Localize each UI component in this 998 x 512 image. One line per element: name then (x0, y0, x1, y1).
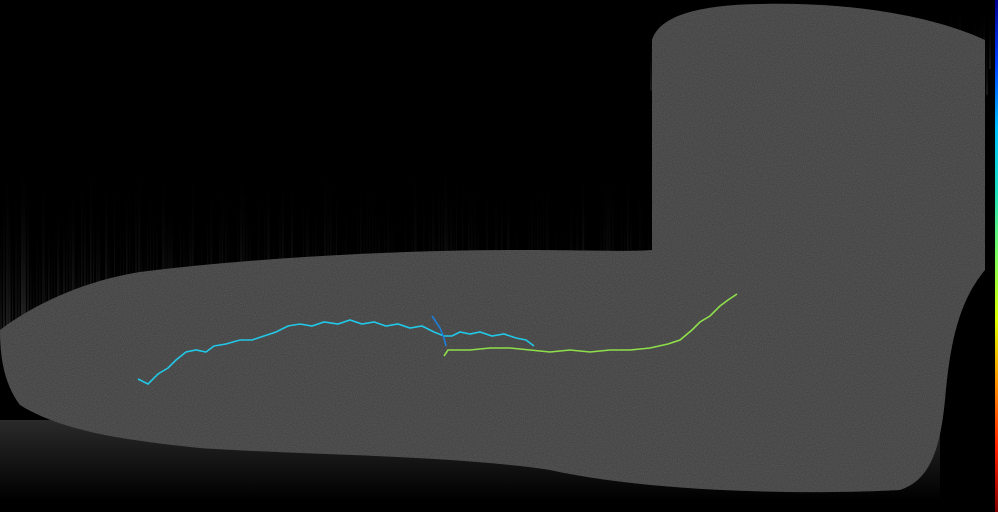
streak (153, 183, 155, 340)
neuron-trace[interactable] (137, 293, 738, 385)
streak (12, 222, 14, 340)
streak (627, 150, 629, 340)
streak (0, 203, 3, 340)
streak (135, 161, 137, 340)
streak (126, 175, 128, 340)
streak (330, 159, 332, 340)
streak (171, 195, 173, 340)
trace-segment-cyan[interactable] (137, 319, 535, 385)
streak (27, 170, 29, 340)
streak (81, 152, 83, 340)
streak (66, 199, 68, 340)
streak (138, 150, 141, 340)
streak (258, 159, 260, 340)
streak (369, 165, 371, 340)
streak (69, 176, 72, 340)
streak (986, 34, 988, 95)
streak (222, 159, 224, 340)
streak (210, 175, 213, 340)
streak (93, 198, 95, 340)
streak (639, 157, 641, 340)
streak (243, 153, 246, 340)
trace-segment-blue[interactable] (431, 315, 447, 347)
trace-segment-green[interactable] (443, 293, 738, 357)
streak (78, 232, 81, 340)
streak (51, 221, 53, 340)
streak (45, 247, 47, 340)
streak (282, 163, 284, 340)
streak (36, 210, 38, 340)
streak (3, 176, 5, 340)
streak (327, 150, 330, 340)
streak (609, 150, 611, 340)
streak (42, 158, 45, 340)
streak (123, 203, 125, 340)
streak (324, 150, 326, 340)
streak (162, 163, 165, 340)
streak (237, 174, 239, 340)
streak (54, 199, 56, 340)
streak (462, 151, 464, 340)
streak (989, 8, 991, 69)
streak (84, 173, 86, 340)
streak (6, 158, 9, 340)
streak (225, 177, 227, 340)
streak (360, 156, 362, 340)
streak (156, 198, 158, 340)
streak (336, 168, 338, 340)
streak (9, 195, 11, 340)
streak (18, 211, 20, 340)
streak (240, 163, 243, 340)
tissue-texture (0, 3, 985, 493)
streak (33, 258, 35, 340)
streak (150, 159, 152, 340)
streak (30, 223, 32, 340)
streak (63, 204, 65, 340)
streak (105, 166, 108, 340)
streak (474, 160, 476, 340)
streak (90, 150, 92, 340)
streak (267, 167, 270, 340)
streak (15, 175, 18, 340)
streak (147, 189, 149, 340)
streak (99, 201, 101, 340)
streak (441, 159, 444, 340)
streak (438, 160, 440, 340)
streak (444, 150, 447, 340)
streak (366, 159, 368, 340)
streak (603, 160, 606, 340)
depth-colorbar (995, 0, 998, 512)
streak (114, 158, 116, 340)
streak (192, 155, 194, 340)
streak (291, 165, 293, 340)
streak (96, 200, 99, 340)
streak (120, 204, 122, 340)
streak (582, 160, 585, 340)
streak (983, 4, 985, 65)
streak (39, 235, 41, 340)
streak (57, 195, 60, 340)
streak (48, 216, 50, 340)
streak (24, 163, 26, 340)
streak (372, 162, 374, 340)
streak (129, 165, 131, 340)
streak (414, 151, 417, 340)
streak (650, 30, 652, 91)
streak (21, 155, 24, 340)
streak (72, 179, 75, 340)
